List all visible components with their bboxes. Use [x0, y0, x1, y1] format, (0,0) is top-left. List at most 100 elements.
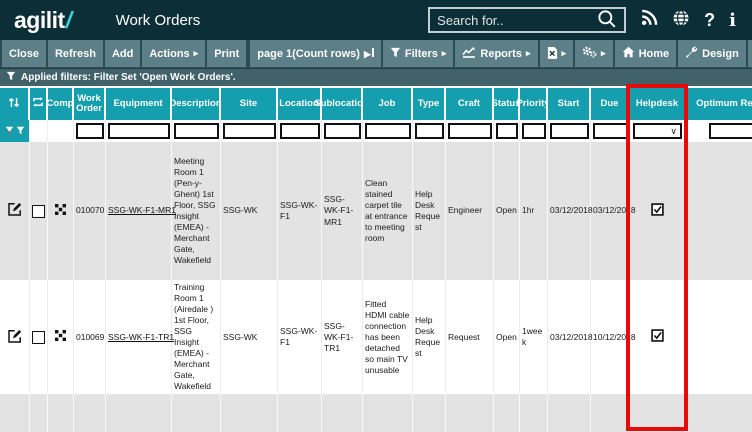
select-cell[interactable] — [30, 394, 48, 432]
export-excel-button[interactable]: ▸ — [540, 40, 576, 67]
type-cell: Help Desk Request — [413, 394, 446, 432]
last-page-icon[interactable]: ▶ — [364, 48, 374, 60]
helpdesk-cell[interactable] — [630, 142, 686, 280]
paging-control[interactable]: page 1(Count rows) ▶ — [248, 40, 383, 67]
search-placeholder: Search for.. — [437, 13, 503, 28]
design-button[interactable]: Design — [678, 40, 748, 67]
row-checkbox[interactable] — [32, 331, 45, 344]
work-order-cell: 010068 — [74, 394, 106, 432]
column-header-type[interactable]: Type — [413, 88, 446, 120]
work-orders-window: agilit/ Work Orders Search for.. ? i Clo… — [0, 0, 752, 432]
filter-input-priority[interactable] — [520, 120, 548, 142]
search-icon[interactable] — [597, 9, 617, 32]
refresh-button[interactable]: Refresh — [48, 40, 105, 67]
filters-menu-button[interactable]: Filters▸ — [383, 40, 456, 67]
help-icon[interactable]: ? — [704, 10, 715, 31]
start-cell: 03/12/2018 — [548, 142, 591, 280]
filter-input-equipment[interactable] — [106, 120, 172, 142]
site-cell: SSG-WK — [221, 280, 278, 394]
row-checkbox[interactable] — [32, 205, 45, 218]
toolbar-right-group: page 1(Count rows) ▶ Filters▸ Reports▸ ▸… — [248, 40, 752, 67]
helpdesk-checked-icon[interactable] — [651, 203, 664, 219]
sort-icon — [8, 97, 20, 111]
funnel-icon — [6, 71, 16, 84]
column-header-description[interactable]: Description — [172, 88, 221, 120]
column-header-start[interactable]: Start — [548, 88, 591, 120]
filter-input-start[interactable] — [548, 120, 591, 142]
comp-cell[interactable] — [48, 142, 74, 280]
filter-input-status[interactable] — [494, 120, 520, 142]
complete-checker-icon[interactable] — [55, 204, 66, 218]
edit-icon[interactable] — [8, 329, 22, 346]
column-header-sort[interactable] — [0, 88, 30, 120]
search-input[interactable]: Search for.. — [428, 7, 626, 33]
helpdesk-cell[interactable] — [630, 280, 686, 394]
column-header-optimum-resource[interactable]: Optimum Resource — [686, 88, 752, 120]
helpdesk-checked-icon[interactable] — [651, 329, 664, 345]
comp-cell[interactable] — [48, 394, 74, 432]
column-header-priority[interactable]: Priority — [520, 88, 548, 120]
filter-input-type[interactable] — [413, 120, 446, 142]
priority-cell: 12hr — [520, 394, 548, 432]
type-cell: Help Desk Request — [413, 280, 446, 394]
description-cell: Meeting Room 1 (Pen-y-Ghent) 1st Floor, … — [172, 142, 221, 280]
chevron-down-icon: ∨ — [670, 126, 677, 137]
column-header-job[interactable]: Job — [363, 88, 413, 120]
filter-select-helpdesk[interactable]: ∨ — [630, 120, 686, 142]
table-filter-row: ∨ — [0, 120, 752, 142]
column-header-work-order[interactable]: Work Order — [74, 88, 106, 120]
due-cell: 03/12/2018 — [591, 142, 630, 280]
location-cell: SSG-WK-F1 — [278, 142, 322, 280]
globe-icon[interactable] — [672, 9, 690, 32]
filter-input-job[interactable] — [363, 120, 413, 142]
craft-cell: Request — [446, 280, 494, 394]
filter-input-due[interactable] — [591, 120, 630, 142]
job-cell: Clean stained carpet tile at entrance to… — [363, 142, 413, 280]
filter-input-work-order[interactable] — [74, 120, 106, 142]
select-cell[interactable] — [30, 280, 48, 394]
column-header-comp[interactable]: Comp — [48, 88, 74, 120]
edit-cell[interactable] — [0, 394, 30, 432]
edit-cell[interactable] — [0, 280, 30, 394]
info-icon[interactable]: i — [729, 10, 736, 31]
complete-checker-icon[interactable] — [55, 330, 66, 344]
print-button[interactable]: Print — [207, 40, 248, 67]
close-button[interactable]: Close — [0, 40, 48, 67]
column-header-equipment[interactable]: Equipment — [106, 88, 172, 120]
column-header-due[interactable]: Due — [591, 88, 630, 120]
helpdesk-cell[interactable] — [630, 394, 686, 432]
sublocation-cell: SSG-WK-F1-MR1 — [322, 142, 363, 280]
edit-icon[interactable] — [8, 202, 22, 219]
actions-menu-button[interactable]: Actions▸ — [142, 40, 207, 67]
location-cell: SSG-WK-F1 — [278, 280, 322, 394]
column-header-sublocation[interactable]: Sublocation — [322, 88, 363, 120]
comp-cell[interactable] — [48, 280, 74, 394]
submenu-arrow-icon: ▸ — [562, 48, 567, 59]
filter-input-optimum-resource[interactable] — [686, 120, 752, 142]
site-cell: SSG-WK — [221, 394, 278, 432]
filter-input-description[interactable] — [172, 120, 221, 142]
sublocation-cell — [322, 394, 363, 432]
filter-input-site[interactable] — [221, 120, 278, 142]
column-header-select[interactable] — [30, 88, 48, 120]
equipment-link[interactable]: SSG-WK-F1-TR1 — [108, 332, 174, 343]
column-header-helpdesk[interactable]: Helpdesk — [630, 88, 686, 120]
add-button[interactable]: Add — [105, 40, 142, 67]
edit-cell[interactable] — [0, 142, 30, 280]
equipment-link[interactable]: SSG-WK-F1-MR1 — [108, 205, 176, 216]
home-button[interactable]: Home — [615, 40, 679, 67]
job-cell: Critical application error when attempti… — [363, 394, 413, 432]
filter-input-location[interactable] — [278, 120, 322, 142]
filter-input-sublocation[interactable] — [322, 120, 363, 142]
page-title: Work Orders — [116, 12, 201, 29]
select-cell[interactable] — [30, 142, 48, 280]
filter-input-craft[interactable] — [446, 120, 494, 142]
settings-cogs-button[interactable]: ▸ — [575, 40, 615, 67]
column-header-site[interactable]: Site — [221, 88, 278, 120]
priority-cell: 1week — [520, 280, 548, 394]
filter-row-funnel-cell[interactable] — [0, 120, 30, 142]
reports-menu-button[interactable]: Reports▸ — [455, 40, 539, 67]
column-header-craft[interactable]: Craft — [446, 88, 494, 120]
rss-feed-icon[interactable] — [641, 9, 658, 31]
help-menu-button[interactable]: ? He — [748, 40, 752, 67]
